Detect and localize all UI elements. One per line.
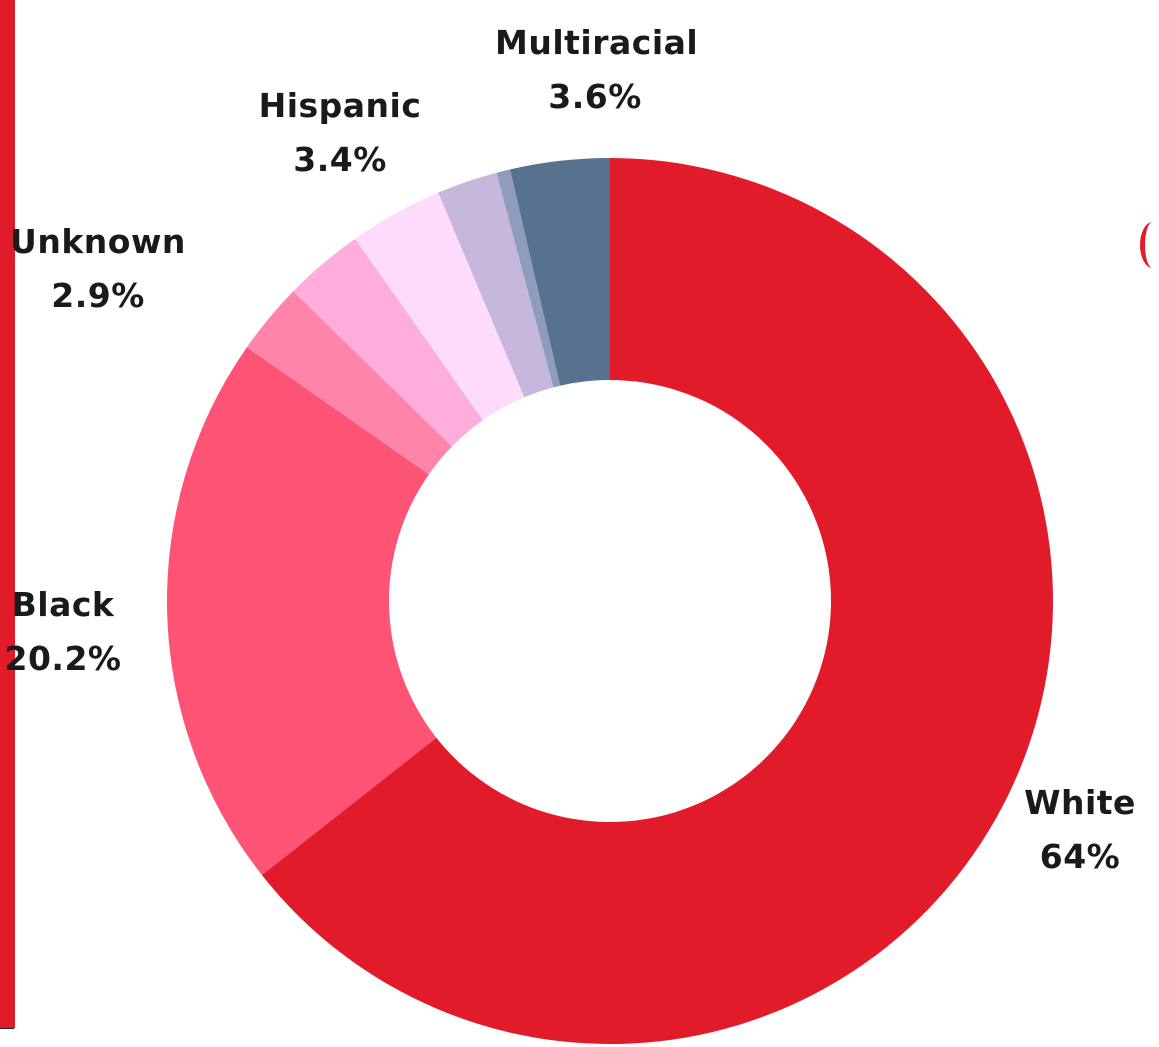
slice-name-multiracial: Multiracial [495,23,699,62]
clipped-edge-mark [1140,222,1159,268]
slice-white [261,158,1053,1045]
slice-multiracial [510,158,610,386]
slice-label-hispanic: Hispanic 3.4% [240,79,440,187]
slice-label-white: White 64% [1005,776,1155,884]
slice-label-black: Black 20.2% [0,578,163,686]
slice-name-hispanic: Hispanic [258,86,422,125]
slice-value-hispanic: 3.4% [293,140,387,179]
slice-unlabeled-5 [438,172,554,398]
slice-label-unknown: Unknown 2.9% [0,215,198,323]
slice-unknown [293,238,483,447]
slice-unlabeled-6 [496,169,561,388]
left-bar-baseline [0,1028,14,1029]
slice-value-multiracial: 3.6% [548,77,642,116]
slice-name-white: White [1024,783,1136,822]
slice-value-unknown: 2.9% [51,276,145,315]
slice-value-black: 20.2% [4,639,122,678]
left-accent-bar [0,0,15,1028]
slice-name-unknown: Unknown [10,222,186,261]
slice-black [167,347,437,876]
slice-unlabeled-2 [246,291,453,475]
slice-name-black: Black [11,585,115,624]
slice-value-white: 64% [1039,837,1121,876]
slice-label-multiracial: Multiracial 3.6% [495,16,699,124]
slice-hispanic [355,192,525,421]
